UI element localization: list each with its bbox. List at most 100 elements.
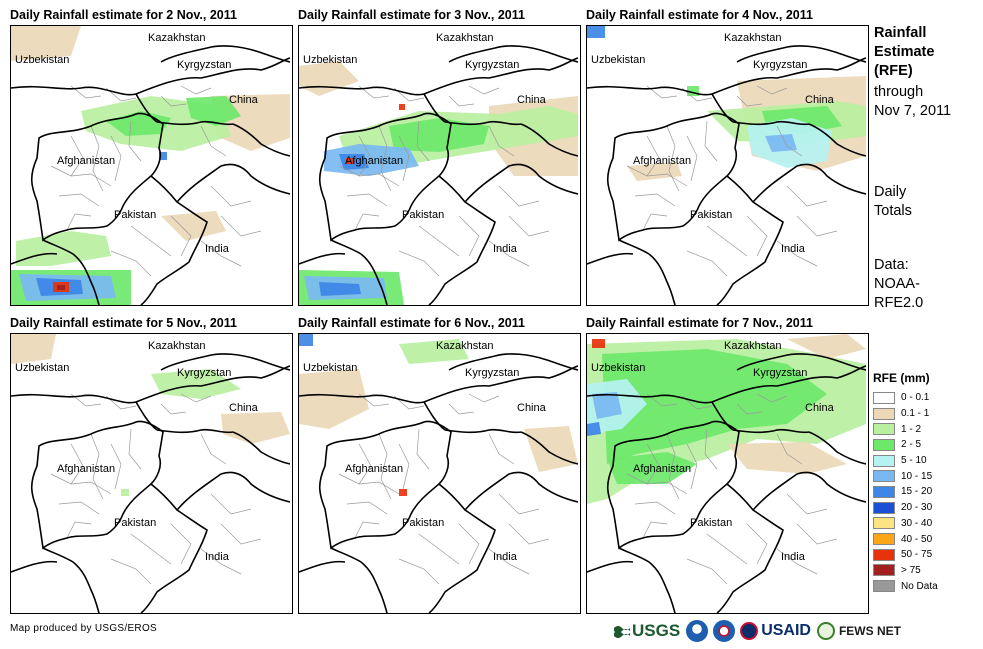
province-boundary (704, 428, 718, 470)
country-boundary (464, 163, 579, 203)
province-boundary (646, 135, 660, 177)
province-boundary (180, 393, 212, 403)
country-boundary (299, 365, 579, 404)
country-boundary (42, 547, 100, 613)
province-boundary (130, 533, 172, 565)
province-boundary (626, 473, 688, 495)
rainfall-area (524, 426, 578, 472)
country-boundary (299, 57, 579, 96)
province-boundary (776, 125, 803, 157)
rainfall-legend: RFE (mm) 0 - 0.1 0.1 - 1 1 - 2 2 - 5 5 - 10 1… (873, 371, 973, 594)
country-boundary (732, 120, 810, 126)
province-boundary (170, 215, 192, 257)
panel-title: Daily Rainfall estimate for 6 Nov., 2011 (298, 316, 525, 330)
province-boundary (448, 95, 475, 107)
legend-label: 30 - 40 (901, 517, 933, 529)
country-label-afghanistan: Afghanistan (633, 463, 691, 475)
province-boundary (393, 395, 425, 410)
legend-item: 15 - 20 (873, 484, 973, 500)
country-label-china: China (805, 402, 835, 414)
country-label-china: China (229, 402, 259, 414)
country-boundary (752, 471, 867, 511)
province-boundary (786, 493, 828, 515)
legend-item: 20 - 30 (873, 500, 973, 516)
province-boundary (354, 521, 380, 539)
province-boundary (666, 125, 680, 192)
country-boundary (160, 45, 291, 63)
rainfall-area (389, 118, 489, 152)
country-boundary (520, 431, 579, 465)
province-boundary (128, 120, 142, 162)
rainfall-area (299, 369, 369, 429)
country-boundary (587, 252, 634, 265)
province-boundary (58, 193, 100, 207)
legend-label: 10 - 15 (901, 470, 933, 482)
country-boundary (299, 252, 346, 265)
usgs-wave-icon (614, 626, 630, 638)
rainfall-area (399, 339, 469, 364)
rainfall-area (727, 442, 847, 474)
rainfall-area (221, 412, 290, 444)
legend-label: 50 - 75 (901, 549, 933, 561)
country-label-pakistan: Pakistan (114, 209, 156, 221)
country-boundary (716, 175, 784, 305)
country-label-china: China (229, 94, 259, 106)
rainfall-map: Kazakhstan Uzbekistan Kyrgyzstan China Afgha… (586, 25, 869, 306)
province-boundary (110, 558, 152, 585)
province-boundary (756, 393, 788, 403)
province-boundary (58, 501, 100, 515)
country-label-uzbekistan: Uzbekistan (591, 362, 645, 374)
legend-title: RFE (mm) (873, 371, 930, 385)
province-boundary (458, 523, 480, 565)
country-boundary (448, 45, 579, 63)
province-boundary (686, 443, 698, 490)
province-boundary (105, 87, 137, 102)
rainfall-area (319, 282, 361, 296)
province-boundary (706, 533, 748, 565)
country-boundary (587, 57, 867, 96)
legend-item: > 75 (873, 563, 973, 579)
province-boundary (796, 215, 838, 237)
panel-title: Daily Rainfall estimate for 5 Nov., 2011 (10, 316, 237, 330)
country-boundary (160, 353, 291, 371)
province-boundary (170, 523, 192, 565)
legend-swatch (873, 423, 895, 436)
legend-rows: 0 - 0.1 0.1 - 1 1 - 2 2 - 5 5 - 10 10 - 15 15 … (873, 390, 973, 594)
rainfall-area (592, 339, 605, 348)
legend-item: 30 - 40 (873, 516, 973, 532)
legend-label: 0.1 - 1 (901, 408, 930, 420)
country-label-china: China (517, 402, 547, 414)
province-boundary (666, 433, 680, 500)
country-boundary (752, 163, 867, 203)
province-boundary (626, 165, 688, 187)
country-boundary (232, 431, 291, 465)
country-label-pakistan: Pakistan (402, 209, 444, 221)
province-boundary (776, 240, 818, 267)
legend-label: No Data (901, 580, 938, 592)
country-label-uzbekistan: Uzbekistan (303, 54, 357, 66)
rainfall-area (787, 334, 866, 359)
country-label-kazakhstan: Kazakhstan (724, 340, 781, 352)
country-boundary (30, 112, 164, 242)
province-boundary (796, 523, 838, 545)
province-boundary (681, 395, 713, 410)
country-label-afghanistan: Afghanistan (57, 463, 115, 475)
country-boundary (711, 93, 734, 123)
province-boundary (358, 85, 390, 99)
country-boundary (156, 120, 234, 126)
legend-label: 40 - 50 (901, 533, 933, 545)
country-boundary (423, 401, 446, 431)
country-label-kyrgyzstan: Kyrgyzstan (177, 59, 231, 71)
side-data-line: NOAA- (874, 276, 920, 292)
province-boundary (488, 240, 530, 267)
province-boundary (220, 215, 262, 237)
province-boundary (681, 87, 713, 102)
province-boundary (200, 125, 227, 157)
legend-item: 40 - 50 (873, 531, 973, 547)
side-daily-line: Daily (874, 184, 907, 200)
province-boundary (110, 250, 152, 277)
province-boundary (160, 403, 187, 415)
province-boundary (686, 558, 728, 585)
country-boundary (448, 353, 579, 371)
noaa-logo-icon (686, 620, 709, 642)
